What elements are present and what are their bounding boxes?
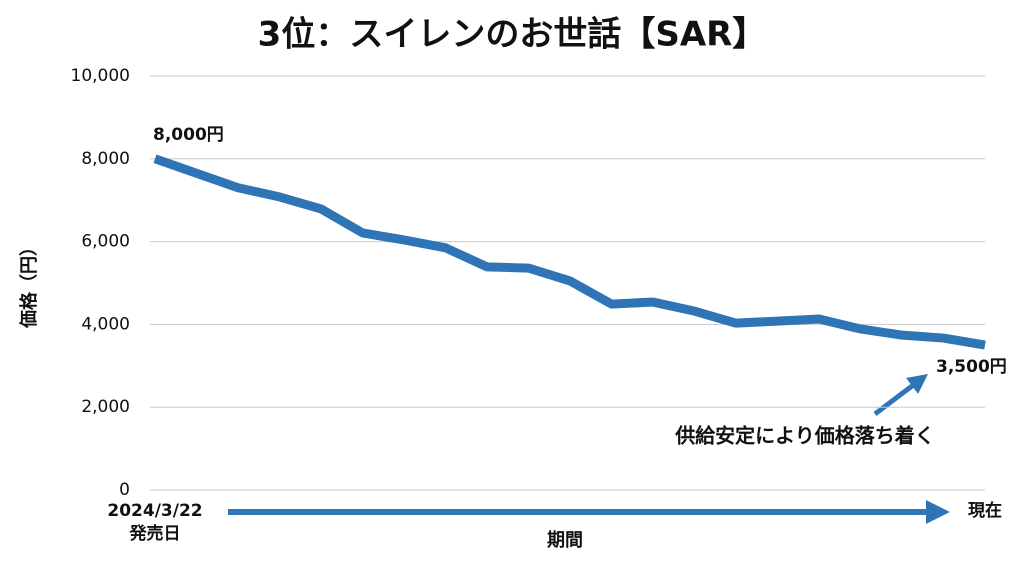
y-tick-label: 6,000 [81,232,130,252]
y-tick-label: 10,000 [71,66,130,86]
y-tick-label: 8,000 [81,149,130,169]
annotation: 供給安定により価格落ち着く [674,424,935,448]
x-tick-label: 現在 [968,500,1002,521]
y-tick-label: 0 [119,480,130,500]
annotation: 8,000円 [153,125,224,145]
y-tick-label: 4,000 [81,314,130,334]
x-axis-label: 期間 [547,530,583,551]
annotation-arrow [873,373,928,416]
x-tick-sublabel: 発売日 [129,523,181,544]
annotation: 3,500円 [936,357,1007,377]
y-axis-label: 価格（円） [18,238,40,329]
x-tick-label: 2024/3/22 [107,501,202,521]
y-tick-label: 2,000 [81,397,130,417]
line [153,154,986,350]
chart-title: 3位：スイレンのお世話【SAR】 [258,15,767,55]
